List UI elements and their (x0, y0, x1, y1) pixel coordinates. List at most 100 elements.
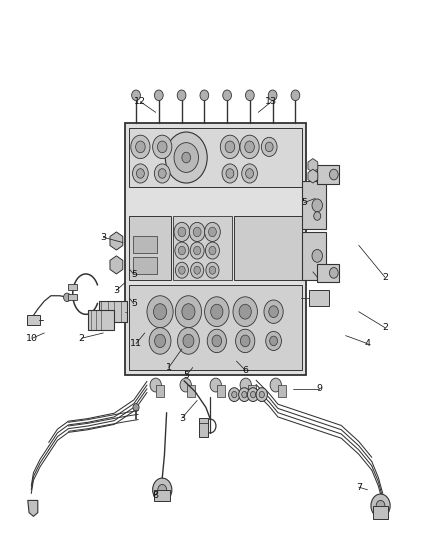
Circle shape (242, 164, 258, 183)
Circle shape (190, 242, 204, 259)
Bar (302, 232, 326, 280)
Circle shape (269, 306, 279, 318)
Circle shape (223, 90, 231, 101)
Circle shape (245, 141, 254, 153)
Circle shape (152, 135, 172, 159)
Circle shape (182, 152, 191, 163)
Text: 5: 5 (131, 270, 137, 279)
Circle shape (270, 336, 278, 346)
Circle shape (270, 378, 282, 392)
Circle shape (177, 90, 186, 101)
Circle shape (158, 168, 166, 178)
Text: 13: 13 (265, 97, 277, 106)
Circle shape (180, 378, 191, 392)
Bar (88, 310, 114, 330)
Bar (248, 385, 256, 397)
Circle shape (175, 242, 189, 259)
Circle shape (239, 304, 251, 319)
Circle shape (178, 246, 185, 255)
Circle shape (222, 164, 238, 183)
Circle shape (256, 387, 268, 401)
Circle shape (194, 266, 201, 274)
Circle shape (232, 391, 237, 398)
Circle shape (193, 227, 201, 237)
Circle shape (174, 143, 198, 172)
Circle shape (210, 378, 221, 392)
Text: 10: 10 (26, 334, 38, 343)
Text: 6: 6 (242, 366, 248, 375)
Text: 5: 5 (301, 198, 307, 207)
Circle shape (158, 484, 166, 495)
Circle shape (371, 494, 390, 518)
Circle shape (147, 296, 173, 328)
Circle shape (150, 378, 161, 392)
Circle shape (312, 199, 322, 212)
Bar (154, 490, 170, 502)
Circle shape (236, 329, 255, 353)
Circle shape (177, 328, 199, 354)
Circle shape (174, 222, 190, 241)
Circle shape (183, 334, 194, 348)
Bar (308, 290, 329, 306)
Bar (279, 385, 286, 397)
Circle shape (212, 335, 222, 347)
Circle shape (179, 266, 185, 274)
Text: 2: 2 (78, 334, 85, 343)
Circle shape (165, 132, 207, 183)
Text: 3: 3 (113, 286, 120, 295)
Bar (130, 128, 302, 187)
Circle shape (266, 332, 282, 351)
Circle shape (154, 164, 170, 183)
Text: 2: 2 (382, 273, 388, 281)
Circle shape (291, 90, 300, 101)
Circle shape (208, 227, 216, 237)
Circle shape (207, 329, 226, 353)
Circle shape (155, 334, 166, 348)
Polygon shape (308, 169, 318, 183)
Text: 4: 4 (364, 339, 371, 348)
Circle shape (132, 90, 141, 101)
Bar (68, 284, 77, 290)
Circle shape (178, 227, 186, 237)
Circle shape (240, 135, 259, 159)
Circle shape (175, 262, 188, 278)
Circle shape (240, 378, 251, 392)
Bar (130, 285, 302, 370)
Circle shape (182, 304, 195, 320)
Circle shape (131, 135, 150, 159)
Circle shape (157, 141, 167, 153)
Circle shape (149, 328, 171, 354)
Bar (133, 236, 157, 253)
Text: 5: 5 (183, 371, 189, 380)
Text: 3: 3 (179, 414, 185, 423)
Text: 8: 8 (153, 490, 159, 499)
Circle shape (220, 135, 240, 159)
Circle shape (229, 387, 240, 401)
Circle shape (246, 90, 254, 101)
Circle shape (189, 222, 205, 241)
Bar (173, 216, 232, 280)
Circle shape (152, 478, 172, 502)
Circle shape (247, 387, 259, 401)
Circle shape (239, 387, 250, 401)
Circle shape (206, 262, 219, 278)
Circle shape (264, 300, 283, 324)
Bar (234, 216, 302, 280)
Text: 7: 7 (356, 482, 362, 491)
Polygon shape (110, 256, 123, 274)
Bar (125, 123, 306, 375)
Text: 3: 3 (100, 233, 106, 242)
Text: 1: 1 (166, 363, 172, 372)
Circle shape (259, 391, 265, 398)
Circle shape (133, 403, 139, 411)
Circle shape (209, 266, 216, 274)
Circle shape (205, 297, 229, 327)
Text: 2: 2 (382, 323, 388, 332)
Circle shape (251, 391, 256, 398)
Polygon shape (27, 316, 40, 325)
Bar (130, 216, 171, 280)
Bar (373, 506, 389, 519)
Circle shape (194, 246, 201, 255)
Polygon shape (110, 232, 123, 250)
Text: 5: 5 (131, 299, 137, 308)
